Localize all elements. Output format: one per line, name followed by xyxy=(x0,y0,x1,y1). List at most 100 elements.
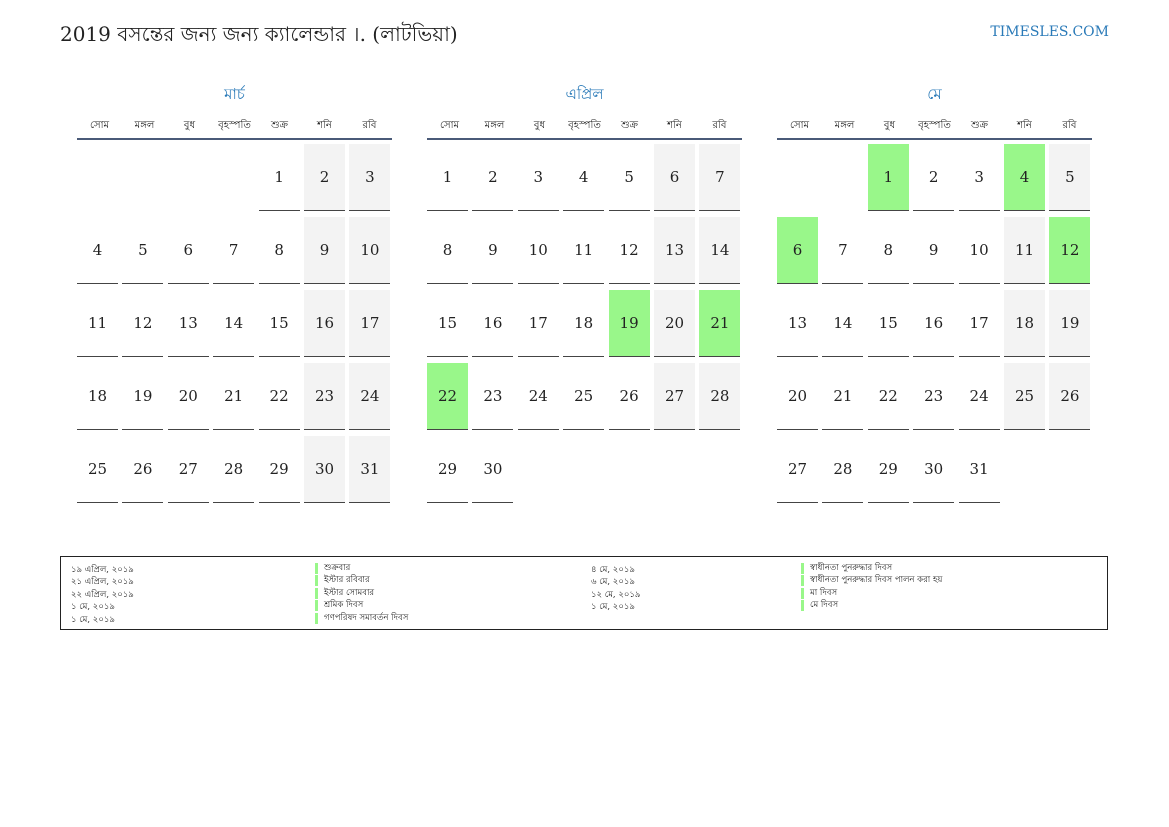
weekday-label: শনি xyxy=(317,120,332,131)
day-cell: 26 xyxy=(1049,363,1091,430)
day-cell: 22 xyxy=(258,363,300,430)
legend-holiday-name: গণপরিষদ সমাবর্তন দিবস xyxy=(315,612,408,624)
day-cell: 11 xyxy=(1004,217,1045,284)
day-cell: 4 xyxy=(563,144,605,211)
day-cell: 28 xyxy=(822,436,864,503)
day-cell: 23 xyxy=(304,363,345,430)
weekday-label: শুক্র xyxy=(621,120,638,131)
day-cell: 6 xyxy=(167,217,209,284)
day-cell: 27 xyxy=(167,436,209,503)
day-cell: 29 xyxy=(258,436,300,503)
weekday-label: বুধ xyxy=(883,120,896,131)
weekday-header: সোম মঙ্গল বুধ বৃহস্পতি শুক্র শনি রবি xyxy=(777,116,1092,140)
legend-date: ১ মে, ২০১৯ xyxy=(71,614,115,625)
holiday-day-cell: 12 xyxy=(1049,217,1091,284)
legend-holiday-name: মা দিবস xyxy=(801,587,837,599)
day-cell: 18 xyxy=(563,290,605,357)
legend-date: ১ মে, ২০১৯ xyxy=(71,602,115,613)
day-cell: 1 xyxy=(258,144,300,211)
day-cell: 23 xyxy=(913,363,955,430)
day-cell: 9 xyxy=(472,217,514,284)
holiday-day-cell: 21 xyxy=(699,290,741,357)
weekday-label: শুক্র xyxy=(271,120,288,131)
day-cell: 17 xyxy=(517,290,559,357)
month-block: এপ্রিল সোম মঙ্গল বুধ বৃহস্পতি শুক্র শনি রবি 1 2 3 4… xyxy=(427,84,742,505)
day-cell: 16 xyxy=(304,290,345,357)
day-grid: 1 2 3 4 5 6 7 8 9 10 11 12 13 14 15 16 17 18 19 20 21 22 23 24 2… xyxy=(427,140,742,505)
day-grid: 1 2 3 4 5 6 7 8 9 10 11 12 13 14 15 16 17 18 19 20 21 22 23 24 2… xyxy=(77,140,392,505)
day-cell: 27 xyxy=(777,436,818,503)
day-cell: 28 xyxy=(699,363,741,430)
weekday-label: বৃহস্পতি xyxy=(218,120,251,131)
day-cell: 14 xyxy=(699,217,741,284)
legend-holiday-name: স্বাধীনতা পুনরুদ্ধার দিবস পালন করা হয় xyxy=(801,575,942,587)
legend-date: ৪ মে, ২০১৯ xyxy=(591,565,635,575)
day-cell: 25 xyxy=(1004,363,1045,430)
day-cell: 18 xyxy=(1004,290,1045,357)
day-cell: 12 xyxy=(608,217,650,284)
legend-holiday-name: ইস্টার রবিবার xyxy=(315,575,370,587)
weekday-label: শনি xyxy=(1017,120,1032,131)
day-cell: 17 xyxy=(349,290,391,357)
day-cell: 30 xyxy=(304,436,345,503)
weekday-label: শনি xyxy=(667,120,682,131)
day-cell: 9 xyxy=(304,217,345,284)
day-cell: 2 xyxy=(472,144,514,211)
weekday-header: সোম মঙ্গল বুধ বৃহস্পতি শুক্র শনি রবি xyxy=(427,116,742,140)
holiday-day-cell: 4 xyxy=(1004,144,1045,211)
legend-date: ১ মে, ২০১৯ xyxy=(591,602,635,613)
day-cell: 8 xyxy=(867,217,909,284)
day-cell: 8 xyxy=(258,217,300,284)
day-cell: 16 xyxy=(472,290,514,357)
day-cell: 15 xyxy=(427,290,468,357)
weekday-label: শুক্র xyxy=(971,120,988,131)
page-title: 2019 বসন্তের জন্য জন্য ক্যালেন্ডার ।. (ল… xyxy=(60,22,458,46)
legend-date: ১২ মে, ২০১৯ xyxy=(591,589,641,600)
day-cell: 3 xyxy=(349,144,391,211)
day-cell: 19 xyxy=(122,363,164,430)
day-cell: 11 xyxy=(77,290,118,357)
legend-holiday-name: মে দিবস xyxy=(801,600,838,612)
day-cell: 26 xyxy=(122,436,164,503)
day-cell: 15 xyxy=(258,290,300,357)
weekday-label: সোম xyxy=(789,120,810,131)
legend-date: ১৯ এপ্রিল, ২০১৯ xyxy=(71,565,134,575)
weekday-label: বৃহস্পতি xyxy=(918,120,951,131)
month-name: মে xyxy=(927,85,942,103)
day-cell: 9 xyxy=(913,217,955,284)
day-cell: 22 xyxy=(867,363,909,430)
holiday-day-cell: 1 xyxy=(867,144,909,211)
day-cell: 7 xyxy=(213,217,255,284)
legend-holiday-name: স্বাধীনতা পুনরুদ্ধার দিবস xyxy=(801,563,892,574)
day-cell: 16 xyxy=(913,290,955,357)
day-cell: 13 xyxy=(654,217,695,284)
weekday-label: সোম xyxy=(89,120,110,131)
day-cell: 18 xyxy=(77,363,118,430)
site-link[interactable]: TIMESLES.COM xyxy=(990,24,1109,40)
legend-holiday-name: শুক্রবার xyxy=(315,563,350,574)
weekday-label: মঙ্গল xyxy=(834,120,855,131)
month-name: এপ্রিল xyxy=(565,85,604,103)
day-cell: 13 xyxy=(167,290,209,357)
day-cell: 21 xyxy=(213,363,255,430)
day-cell: 10 xyxy=(517,217,559,284)
day-cell: 17 xyxy=(958,290,1000,357)
weekday-label: মঙ্গল xyxy=(484,120,505,131)
day-cell: 10 xyxy=(349,217,391,284)
legend-date: ২২ এপ্রিল, ২০১৯ xyxy=(71,589,134,600)
legend-date: ২১ এপ্রিল, ২০১৯ xyxy=(71,577,134,588)
day-cell: 15 xyxy=(867,290,909,357)
day-cell: 31 xyxy=(349,436,391,503)
day-cell: 13 xyxy=(777,290,818,357)
month-name: মার্চ xyxy=(224,85,245,103)
holiday-legend: ১৯ এপ্রিল, ২০১৯ শুক্রবার ২১ এপ্রিল, ২০১৯ ইস… xyxy=(60,556,1108,630)
day-cell: 20 xyxy=(167,363,209,430)
day-cell: 28 xyxy=(213,436,255,503)
weekday-label: মঙ্গল xyxy=(134,120,155,131)
day-cell: 4 xyxy=(77,217,118,284)
day-cell: 3 xyxy=(517,144,559,211)
day-cell: 8 xyxy=(427,217,468,284)
weekday-header: সোম মঙ্গল বুধ বৃহস্পতি শুক্র শনি রবি xyxy=(77,116,392,140)
day-cell: 29 xyxy=(427,436,468,503)
holiday-day-cell: 22 xyxy=(427,363,468,430)
